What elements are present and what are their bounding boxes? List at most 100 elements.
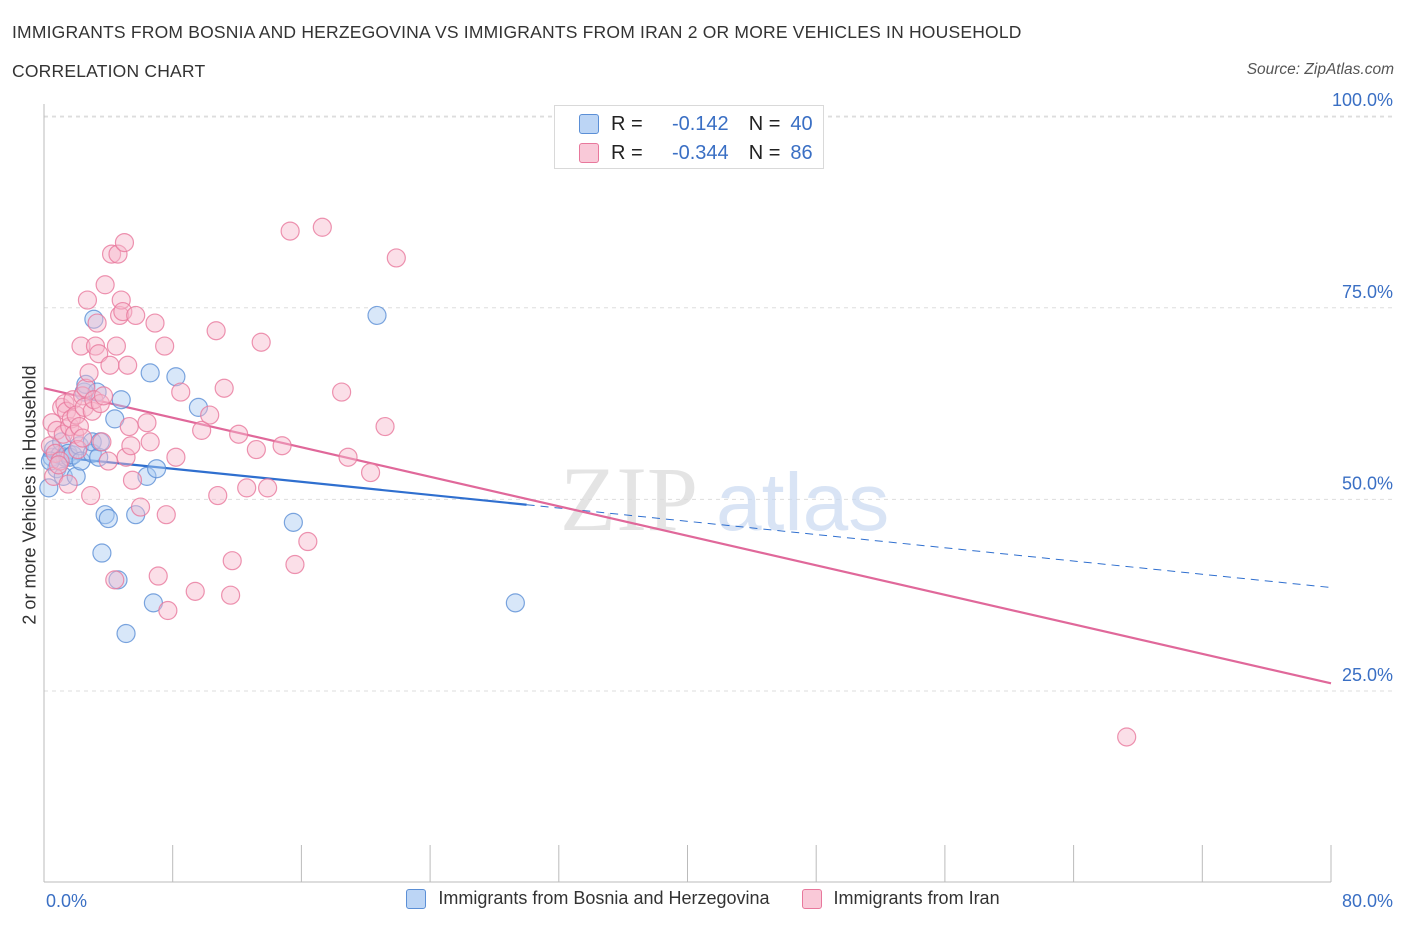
trend-layer	[43, 387, 1332, 685]
data-point-iran	[114, 232, 135, 253]
data-point-iran	[122, 470, 143, 490]
data-point-iran	[145, 313, 165, 333]
data-point-iran	[156, 505, 176, 525]
data-point-iran	[251, 332, 271, 352]
data-point-iran	[108, 244, 128, 264]
series-legend: Immigrants from Bosnia and Herzegovina I…	[0, 888, 1406, 909]
trend-line-bosnia-extension	[526, 504, 1332, 589]
axis-layer	[43, 104, 1332, 883]
legend-swatch-pink	[579, 143, 599, 163]
data-point-iran	[148, 566, 168, 586]
data-point-iran	[116, 447, 136, 467]
data-point-bosnia	[116, 623, 136, 644]
data-point-iran	[171, 382, 191, 402]
data-point-iran	[137, 413, 157, 433]
y-tick-label: 50.0%	[1342, 473, 1393, 493]
data-point-iran	[118, 355, 138, 375]
source-label: Source: ZipAtlas.com	[1246, 61, 1394, 78]
data-point-bosnia	[140, 363, 160, 383]
data-point-iran	[119, 416, 139, 437]
data-point-iran	[130, 497, 151, 517]
r-label: R =	[611, 141, 643, 164]
legend-swatch-blue	[406, 888, 427, 909]
data-point-iran	[79, 363, 99, 383]
data-point-iran	[206, 321, 226, 341]
data-point-iran	[285, 554, 305, 575]
data-point-bosnia	[166, 367, 186, 387]
stats-legend: R = -0.142 N = 40 R = -0.344 N = 86	[554, 105, 824, 169]
r-value: -0.142	[671, 112, 729, 135]
data-point-iran	[222, 551, 242, 571]
y-tick-label: 25.0%	[1342, 665, 1393, 685]
n-label: N =	[748, 112, 781, 135]
data-point-iran	[166, 447, 186, 467]
data-point-iran	[272, 436, 292, 456]
data-point-iran	[76, 378, 96, 398]
data-point-iran	[101, 244, 122, 264]
data-point-iran	[48, 455, 69, 475]
data-point-bosnia	[137, 466, 157, 486]
data-point-iran	[93, 386, 114, 406]
data-point-iran	[298, 531, 318, 552]
data-point-bosnia	[39, 478, 59, 498]
data-point-iran	[192, 420, 212, 440]
grid-layer	[44, 115, 1396, 692]
data-point-iran	[71, 336, 91, 356]
data-point-iran	[66, 405, 86, 425]
data-point-bosnia	[147, 459, 167, 479]
data-point-bosnia	[367, 305, 387, 326]
x-tick-label: 0.0%	[46, 891, 87, 911]
data-point-iran	[1117, 727, 1137, 747]
data-point-iran	[106, 336, 126, 356]
points-layer	[39, 217, 1137, 747]
data-point-iran	[92, 432, 112, 452]
data-point-iran	[229, 424, 249, 444]
data-point-iran	[90, 393, 110, 414]
data-point-iran	[140, 432, 160, 452]
y-axis-label: 2 or more Vehicles in Household	[19, 365, 40, 625]
data-point-iran	[221, 585, 241, 605]
data-point-iran	[58, 474, 78, 494]
n-label: N =	[748, 141, 781, 164]
data-point-iran	[63, 390, 83, 410]
data-point-iran	[126, 305, 146, 326]
data-point-iran	[200, 405, 220, 425]
r-label: R =	[611, 112, 643, 135]
data-point-iran	[280, 221, 300, 241]
r-value: -0.344	[671, 141, 729, 164]
data-point-bosnia	[92, 543, 112, 563]
data-point-bosnia	[98, 508, 118, 529]
data-point-bosnia	[66, 466, 86, 486]
trend-line-bosnia	[43, 454, 527, 506]
data-point-iran	[155, 336, 175, 356]
data-point-iran	[73, 428, 93, 448]
data-point-iran	[208, 485, 228, 506]
data-point-iran	[237, 478, 257, 498]
trend-line-iran	[43, 387, 1332, 685]
data-point-iran	[69, 416, 89, 437]
stats-legend-row-bosnia: R = -0.142 N = 40	[579, 110, 813, 138]
data-point-iran	[185, 581, 205, 601]
data-point-iran	[338, 447, 358, 467]
data-point-bosnia	[505, 593, 525, 613]
data-point-iran	[77, 290, 98, 310]
legend-item-bosnia[interactable]: Immigrants from Bosnia and Herzegovina	[406, 888, 770, 909]
data-point-iran	[95, 275, 115, 295]
data-point-iran	[360, 462, 381, 483]
data-point-iran	[85, 336, 106, 356]
data-point-iran	[375, 416, 395, 437]
y-tick-label: 100.0%	[1332, 90, 1393, 110]
data-point-iran	[68, 439, 88, 460]
data-point-iran	[214, 378, 234, 398]
data-point-iran	[121, 436, 141, 456]
data-point-iran	[105, 570, 125, 590]
data-point-iran	[100, 355, 120, 375]
data-point-iran	[89, 344, 109, 364]
stats-legend-row-iran: R = -0.344 N = 86	[579, 139, 813, 167]
data-point-iran	[158, 600, 178, 621]
n-value: 86	[790, 141, 813, 164]
data-point-iran	[246, 439, 266, 460]
data-point-bosnia	[283, 512, 303, 532]
legend-item-iran[interactable]: Immigrants from Iran	[801, 888, 1000, 909]
